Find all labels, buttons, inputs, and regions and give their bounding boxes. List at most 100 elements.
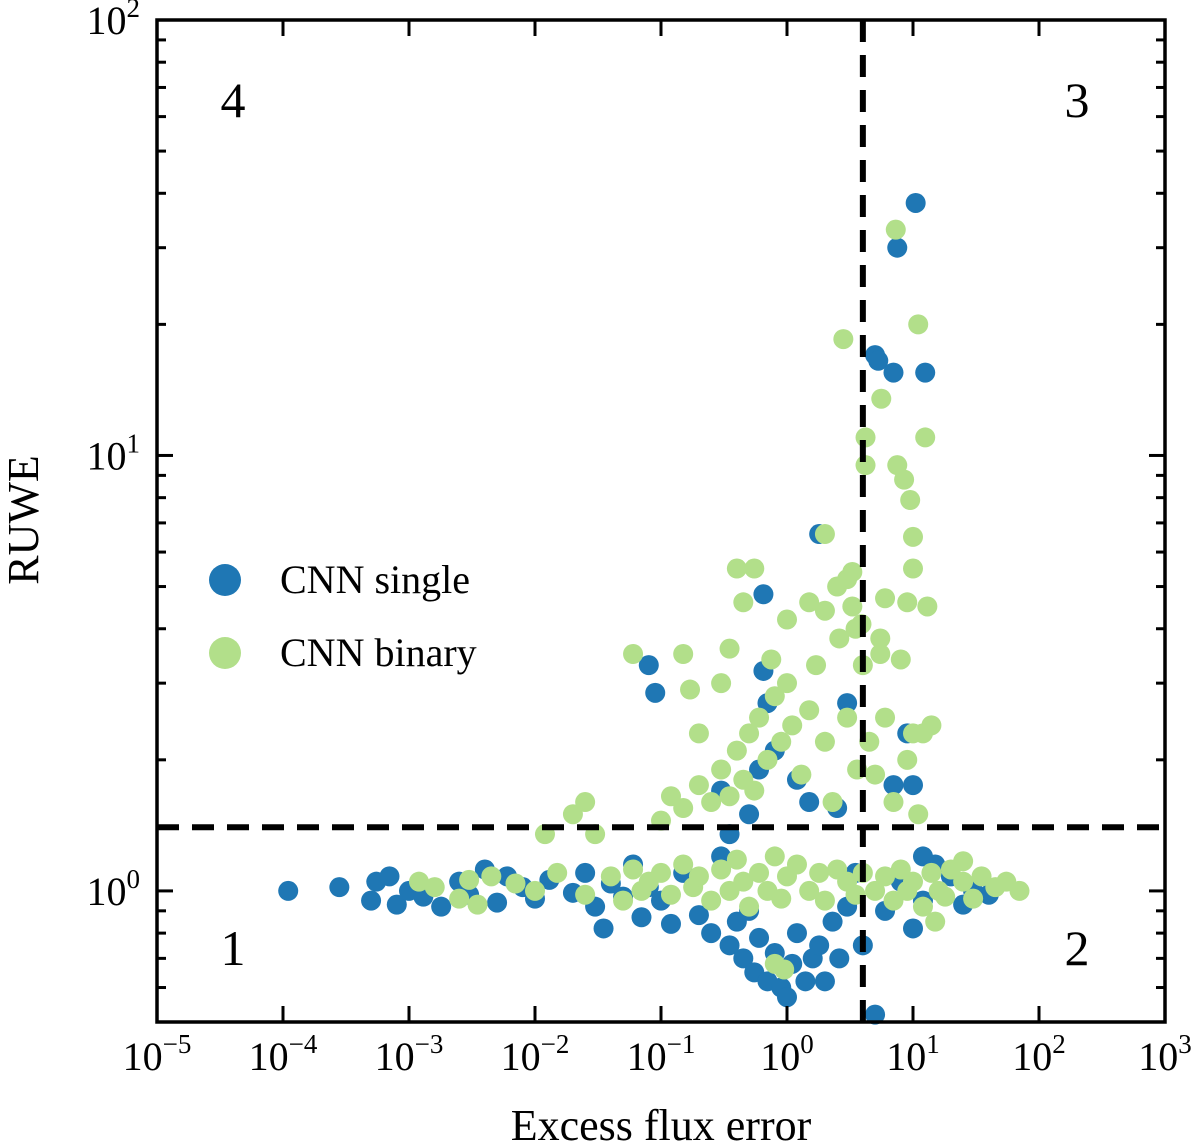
quadrant-labels: 1 2 3 4 [221, 72, 1090, 976]
point-cnn-single [593, 918, 614, 939]
point-cnn-binary [481, 866, 502, 887]
point-cnn-binary [925, 911, 946, 932]
point-cnn-single [753, 584, 774, 605]
point-cnn-single [487, 892, 508, 913]
point-cnn-single [786, 923, 807, 944]
point-cnn-single [739, 804, 760, 825]
point-cnn-binary [673, 643, 694, 664]
legend-label: CNN binary [280, 630, 477, 675]
point-cnn-binary [953, 871, 974, 892]
point-cnn-single [645, 682, 666, 703]
point-cnn-single [795, 971, 816, 992]
point-cnn-binary [408, 871, 429, 892]
point-cnn-binary [771, 731, 792, 752]
quadrant-label-1: 1 [221, 920, 246, 976]
point-cnn-binary [870, 643, 891, 664]
point-cnn-binary [600, 866, 621, 887]
point-cnn-binary [915, 427, 936, 448]
point-cnn-single [733, 948, 754, 969]
point-cnn-binary [900, 490, 921, 511]
point-cnn-single [905, 192, 926, 213]
x-tick-label: 102 [1012, 1029, 1066, 1079]
x-tick-label: 10−3 [375, 1029, 444, 1079]
point-cnn-single [631, 907, 652, 928]
y-axis-title: RUWE [0, 455, 48, 585]
point-cnn-binary [774, 959, 795, 980]
point-cnn-binary [814, 890, 835, 911]
x-tick-label: 10−2 [501, 1029, 570, 1079]
point-cnn-single [887, 237, 908, 258]
quadrant-label-4: 4 [221, 72, 246, 128]
point-cnn-binary [726, 558, 747, 579]
point-cnn-binary [673, 854, 694, 875]
point-cnn-binary [459, 869, 480, 890]
point-cnn-binary [963, 888, 984, 909]
point-cnn-binary [814, 731, 835, 752]
point-cnn-binary [871, 388, 892, 409]
point-cnn-single [837, 693, 858, 714]
point-cnn-single [912, 846, 933, 867]
point-cnn-binary [525, 880, 545, 901]
point-cnn-binary [680, 679, 701, 700]
point-cnn-single [915, 362, 936, 383]
legend-marker-cnn-single [209, 564, 241, 596]
point-cnn-binary [701, 792, 722, 813]
point-cnn-single [431, 896, 452, 917]
point-cnn-binary [897, 592, 918, 613]
point-cnn-binary [505, 873, 526, 894]
point-cnn-binary [883, 792, 904, 813]
point-cnn-binary [623, 643, 644, 664]
point-cnn-binary [467, 894, 488, 915]
point-cnn-binary [660, 884, 681, 905]
point-cnn-binary [953, 851, 974, 872]
point-cnn-binary [739, 723, 760, 744]
y-tick-label: 100 [87, 864, 141, 914]
point-cnn-binary [733, 871, 754, 892]
point-cnn-single [822, 911, 843, 932]
y-tick-label: 101 [87, 428, 141, 478]
point-cnn-binary [733, 592, 754, 613]
point-cnn-single [719, 935, 740, 956]
point-cnn-binary [688, 775, 709, 796]
point-cnn-binary [897, 749, 918, 770]
point-cnn-binary [449, 888, 470, 909]
point-cnn-binary [842, 561, 863, 582]
y-tick-label: 102 [87, 0, 141, 43]
point-cnn-binary [875, 866, 896, 887]
point-cnn-binary [764, 846, 785, 867]
point-cnn-binary [912, 896, 933, 917]
point-cnn-binary [777, 673, 797, 694]
point-cnn-binary [814, 524, 835, 545]
point-cnn-binary [1009, 880, 1030, 901]
point-cnn-binary [739, 896, 760, 917]
point-cnn-binary [782, 715, 803, 736]
point-cnn-single [660, 913, 681, 934]
point-cnn-single [903, 918, 923, 939]
point-cnn-binary [870, 628, 891, 649]
point-cnn-binary [749, 707, 770, 728]
point-cnn-single [809, 935, 830, 956]
point-cnn-binary [875, 707, 896, 728]
point-cnn-binary [744, 780, 765, 801]
x-tick-label: 103 [1138, 1029, 1192, 1079]
point-cnn-single [903, 775, 923, 796]
point-cnn-single [749, 927, 770, 948]
point-cnn-binary [833, 329, 854, 350]
point-cnn-binary [726, 740, 747, 761]
x-tick-label: 101 [886, 1029, 940, 1079]
point-cnn-binary [749, 862, 770, 883]
point-cnn-single [883, 362, 904, 383]
point-cnn-single [688, 905, 709, 926]
point-cnn-binary [890, 649, 911, 670]
point-cnn-binary [757, 749, 778, 770]
x-tick-label: 10−5 [123, 1029, 192, 1079]
point-cnn-single [361, 890, 382, 911]
point-cnn-single [814, 971, 835, 992]
point-cnn-binary [908, 804, 929, 825]
point-cnn-binary [799, 592, 820, 613]
point-cnn-binary [917, 596, 938, 617]
point-cnn-single [278, 880, 299, 901]
point-cnn-binary [562, 804, 583, 825]
point-cnn-binary [786, 854, 807, 875]
